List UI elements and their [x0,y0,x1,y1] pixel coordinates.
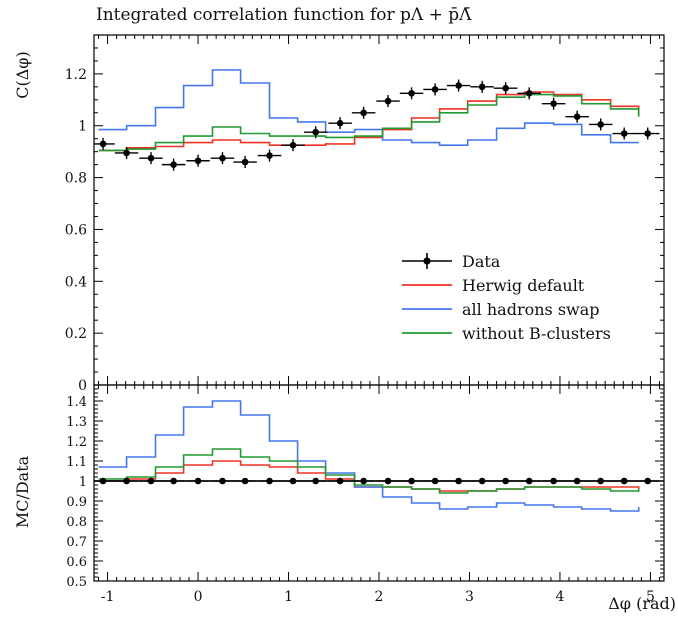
main-data-point [186,154,210,167]
ratio-y-tick-label: 0.5 [66,575,87,590]
main-data-point [635,127,660,140]
legend-item: Herwig default [402,276,585,295]
ratio-data-point [139,477,163,485]
ratio-data-point [399,477,424,485]
ratio-data-point [541,477,566,485]
ratio-series-all-hadrons-swap [98,400,640,512]
legend-label: Data [462,252,501,271]
x-axis-label: Δφ (rad) [608,594,676,613]
main-series-without-b-clusters [98,93,640,152]
x-tick-label: -1 [101,589,115,605]
ratio-data-point [351,477,376,485]
main-data-point [233,156,257,169]
main-y-tick-label: 1.2 [65,67,87,83]
ratio-y-tick-label: 0.9 [66,495,87,510]
main-data-point [94,137,115,150]
main-data-point [423,83,447,96]
x-tick-label: 2 [375,589,384,605]
main-data-point [565,110,589,123]
main-data-point [257,149,282,162]
main-data-point [517,87,541,100]
ratio-data-point [517,477,541,485]
legend-item: Data [402,252,501,271]
legend-item: all hadrons swap [402,300,600,319]
ratio-data-point [210,477,235,485]
main-y-tick-label: 1 [78,119,87,135]
main-y-tick-label: 0.2 [65,326,87,342]
x-tick-label: 4 [555,589,564,605]
ratio-y-tick-label: 1 [79,475,87,490]
ratio-y-tick-label: 1.4 [66,395,87,410]
chart-title: Integrated correlation function for pΛ +… [96,5,472,25]
legend-label: without B-clusters [462,324,611,343]
ratio-data-point [446,477,471,485]
ratio-y-tick-label: 1.2 [66,435,87,450]
ratio-data-point [376,477,400,485]
main-data-point [612,127,636,140]
main-data-point [210,152,235,165]
main-data-point [114,146,139,159]
ratio-plot-panel: 0.5 0.6 0.7 0.8 0.9 1 1.1 1.2 1.3 1.4 -1 0 1 2 3 4 5 [66,384,665,605]
main-data-point [328,117,352,130]
ratio-data-point [470,477,494,485]
ratio-data-point [423,477,447,485]
legend-label: Herwig default [462,276,585,295]
main-data-point [376,95,400,108]
legend: Data Herwig default all hadrons swap withou… [402,252,611,343]
ratio-series-without-b-clusters [98,448,640,494]
main-data-point [541,97,566,110]
main-y-tick-label: 0 [78,378,87,394]
main-data-point [493,82,518,95]
main-y-tick-label: 0.4 [65,274,87,290]
ratio-data-point [303,477,328,485]
x-tick-label: 1 [284,589,293,605]
main-series-herwig-default [98,91,640,152]
ratio-data-point [281,477,305,485]
main-y-axis-label: C(Δφ) [13,51,32,98]
ratio-data-point [257,477,282,485]
main-data-point [351,106,376,119]
ratio-data-point [493,477,518,485]
main-data-point [446,79,471,92]
x-tick-label: 0 [194,589,203,605]
ratio-data-point [186,477,210,485]
main-y-tick-label: 0.6 [65,222,87,238]
ratio-data-point [612,477,636,485]
x-tick-label: 5 [646,589,655,605]
main-y-tick-label: 0.8 [65,171,87,187]
legend-label: all hadrons swap [462,300,600,319]
main-data-point [139,152,163,165]
main-data-point [399,87,424,100]
legend-item: without B-clusters [402,324,611,343]
main-data-point [303,126,328,139]
main-data-point [470,80,494,93]
ratio-data-point [328,477,352,485]
ratio-data-point [588,477,613,485]
ratio-y-tick-label: 0.7 [66,535,87,550]
ratio-data-point [233,477,257,485]
ratio-y-tick-label: 0.6 [66,555,87,570]
main-data-point [281,139,305,152]
ratio-y-axis-label: MC/Data [13,455,32,528]
main-data-point [588,118,613,131]
ratio-data-point [565,477,589,485]
ratio-y-tick-label: 1.3 [66,415,87,430]
x-tick-label: 3 [465,589,474,605]
ratio-data-point [161,477,186,485]
main-series-all-hadrons-swap [98,69,639,146]
main-data-point [161,158,186,171]
ratio-y-tick-label: 0.8 [66,515,87,530]
ratio-data-point [114,477,139,485]
ratio-y-tick-label: 1.1 [66,455,87,470]
